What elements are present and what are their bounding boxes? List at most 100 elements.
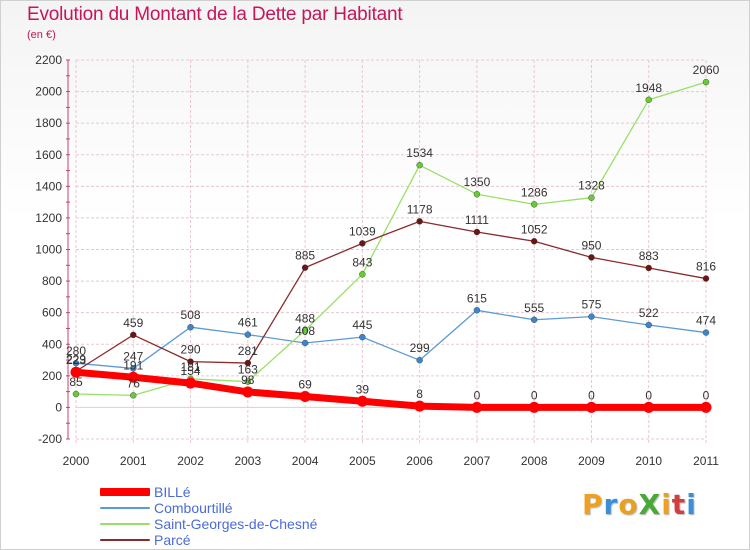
data-label: 950	[581, 238, 601, 252]
data-point	[702, 329, 710, 336]
y-tick-label: 0	[55, 400, 62, 414]
data-point	[588, 254, 595, 261]
data-point	[471, 401, 483, 413]
legend-item: Saint-Georges-de-Chesné	[100, 516, 430, 532]
logo-letter: t	[671, 488, 687, 521]
data-label: 247	[123, 349, 143, 363]
legend-swatch	[100, 507, 150, 509]
data-label: 0	[645, 388, 652, 402]
logo-letter: X	[638, 488, 662, 521]
data-label: 85	[69, 375, 83, 389]
data-label: 76	[127, 376, 141, 390]
data-point	[187, 358, 194, 365]
y-tick-label: 800	[42, 274, 62, 288]
y-tick-label: 1000	[35, 243, 62, 257]
x-tick-label: 2002	[177, 454, 204, 468]
y-tick-label: 1400	[35, 179, 62, 193]
x-tick-label: 2005	[349, 454, 376, 468]
data-label: 1350	[464, 175, 491, 189]
data-point	[299, 391, 311, 403]
data-label: 8	[416, 387, 423, 401]
logo-letter: P	[582, 488, 604, 521]
data-point	[702, 275, 710, 282]
data-label: 281	[238, 344, 258, 358]
data-label: 1178	[407, 202, 433, 216]
y-tick-label: 1600	[35, 148, 62, 162]
x-tick-label: 2011	[693, 454, 719, 468]
data-label: 1111	[465, 213, 489, 227]
data-point	[645, 321, 652, 329]
data-point	[70, 366, 82, 378]
chart-title: Evolution du Montant de la Dette par Hab…	[27, 4, 403, 25]
data-label: 816	[696, 260, 716, 274]
legend-swatch	[100, 488, 150, 496]
series-line	[75, 220, 707, 372]
y-tick-label: -200	[38, 432, 62, 446]
data-label: 0	[531, 388, 538, 402]
data-point	[473, 228, 481, 236]
data-label: 299	[410, 341, 430, 355]
data-point	[72, 390, 80, 398]
data-point	[416, 218, 423, 225]
data-point	[645, 96, 652, 103]
data-label: 1052	[521, 222, 548, 236]
legend-label: BILLé	[154, 484, 191, 500]
series-line	[72, 368, 710, 411]
y-tick-label: 400	[42, 337, 62, 351]
data-label: 223	[66, 353, 86, 367]
x-tick-label: 2010	[635, 454, 662, 468]
data-point	[244, 331, 252, 338]
data-point	[185, 377, 197, 389]
logo-letter: i	[686, 488, 697, 521]
data-point	[530, 201, 538, 208]
x-tick-label: 2000	[63, 454, 90, 468]
data-label: 1039	[349, 224, 376, 238]
data-point	[127, 371, 139, 383]
data-point	[702, 78, 710, 86]
data-point	[528, 401, 540, 413]
x-tick-label: 2001	[120, 454, 147, 468]
data-point	[645, 264, 652, 272]
data-point	[414, 400, 426, 412]
y-tick-label: 1200	[35, 211, 62, 225]
legend-label: Parcé	[154, 532, 191, 548]
data-point	[301, 327, 309, 334]
legend-swatch	[100, 539, 150, 541]
data-point	[242, 386, 254, 398]
data-point	[416, 356, 423, 364]
x-tick-label: 2004	[292, 454, 319, 468]
logo-letter: o	[618, 488, 639, 521]
data-point	[130, 392, 137, 399]
data-point	[301, 339, 309, 347]
data-label: 1328	[578, 179, 605, 193]
x-tick-label: 2008	[521, 454, 548, 468]
data-label: 191	[123, 358, 143, 372]
data-label: 1948	[635, 81, 662, 95]
y-tick-label: 600	[42, 306, 62, 320]
data-point	[588, 313, 595, 320]
y-tick-label: 2000	[35, 85, 62, 99]
data-point	[700, 401, 712, 413]
data-label: 290	[181, 343, 201, 357]
x-tick-label: 2009	[578, 454, 605, 468]
legend-item: Parcé	[100, 532, 430, 548]
series-line	[75, 309, 707, 370]
data-label: 69	[298, 378, 312, 392]
data-label: 522	[639, 306, 659, 320]
data-label: 461	[238, 316, 258, 330]
data-label: 843	[352, 255, 372, 269]
data-point	[130, 331, 137, 339]
data-point	[643, 401, 655, 413]
data-point	[187, 323, 194, 331]
y-tick-label: 1800	[35, 116, 62, 130]
data-label: 445	[352, 318, 372, 332]
data-label: 39	[356, 382, 370, 396]
logo-letter: i	[661, 488, 672, 521]
data-point	[359, 271, 366, 278]
y-tick-label: 2200	[35, 53, 62, 67]
data-label: 2060	[693, 63, 720, 77]
data-point	[585, 401, 597, 413]
proxiti-logo: ProXiti	[582, 488, 697, 521]
